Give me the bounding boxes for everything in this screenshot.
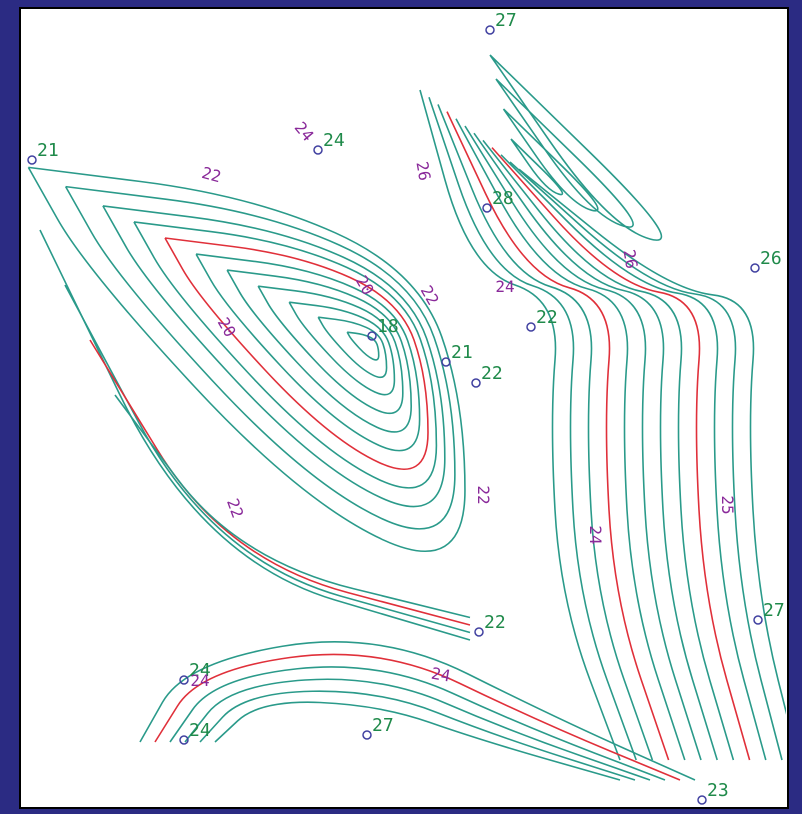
- station-label: 27: [495, 10, 517, 31]
- contour-line: [169, 666, 666, 781]
- contour-line: [510, 138, 564, 196]
- contour-line: [64, 185, 456, 530]
- station-marker: [367, 331, 377, 341]
- station-marker: [482, 203, 492, 213]
- contour-line: [495, 78, 634, 228]
- contour-line: [509, 161, 783, 761]
- station-marker: [441, 357, 451, 367]
- station-label: 22: [536, 307, 558, 328]
- contour-label: 24: [190, 671, 209, 690]
- contour-line: [133, 221, 438, 489]
- map-panel: [19, 7, 789, 809]
- contour-line: [184, 678, 651, 781]
- station-marker: [697, 795, 707, 805]
- contour-line: [27, 166, 466, 553]
- station-label: 24: [189, 720, 211, 741]
- contour-line: [491, 147, 751, 761]
- contour-line: [317, 316, 388, 379]
- contour-label: 24: [495, 277, 514, 296]
- station-marker: [27, 155, 37, 165]
- station-marker: [474, 627, 484, 637]
- station-label: 28: [492, 188, 514, 209]
- contour-line: [102, 205, 446, 508]
- contour-line: [139, 641, 696, 781]
- contour-line: [502, 108, 599, 212]
- station-marker: [179, 735, 189, 745]
- contour-line: [214, 701, 621, 781]
- station-marker: [750, 263, 760, 273]
- contour-line: [428, 96, 637, 761]
- contour-line: [164, 237, 429, 471]
- station-marker: [485, 25, 495, 35]
- station-marker: [471, 378, 481, 388]
- contour-line: [455, 118, 686, 761]
- contour-line: [346, 331, 380, 361]
- contour-line: [489, 54, 663, 241]
- contour-line: [257, 285, 404, 415]
- contour-line: [419, 89, 621, 761]
- contour-line: [114, 394, 471, 619]
- station-label: 21: [451, 342, 473, 363]
- station-label: 22: [484, 612, 506, 633]
- station-marker: [526, 322, 536, 332]
- contour-line: [437, 104, 654, 761]
- contour-line: [195, 253, 421, 452]
- station-marker: [753, 615, 763, 625]
- contour-label: 22: [474, 485, 493, 504]
- contour-line: [154, 653, 681, 781]
- contour-line: [473, 132, 718, 761]
- contour-label: 25: [718, 495, 737, 514]
- contour-label: 26: [619, 248, 641, 270]
- contour-label: 22: [200, 163, 224, 186]
- station-label: 24: [189, 660, 211, 681]
- station-label: 27: [763, 600, 785, 621]
- station-label: 26: [760, 248, 782, 269]
- contour-label: 26: [412, 160, 434, 182]
- station-marker: [179, 675, 189, 685]
- station-label: 22: [481, 363, 503, 384]
- contour-line: [464, 125, 702, 761]
- contour-line: [500, 154, 767, 761]
- contour-line: [518, 168, 786, 715]
- contour-line: [288, 301, 396, 396]
- station-marker: [313, 145, 323, 155]
- station-label: 23: [707, 780, 729, 801]
- contour-line: [482, 139, 735, 761]
- station-label: 24: [323, 130, 345, 151]
- contour-line: [199, 690, 636, 781]
- station-label: 18: [377, 316, 399, 337]
- contour-label: 24: [430, 664, 452, 686]
- station-label: 27: [372, 715, 394, 736]
- station-label: 21: [37, 140, 59, 161]
- contour-line: [226, 269, 413, 433]
- contour-line: [446, 111, 670, 761]
- contour-label: 24: [586, 525, 605, 544]
- station-marker: [362, 730, 372, 740]
- contour-lines: [27, 54, 786, 781]
